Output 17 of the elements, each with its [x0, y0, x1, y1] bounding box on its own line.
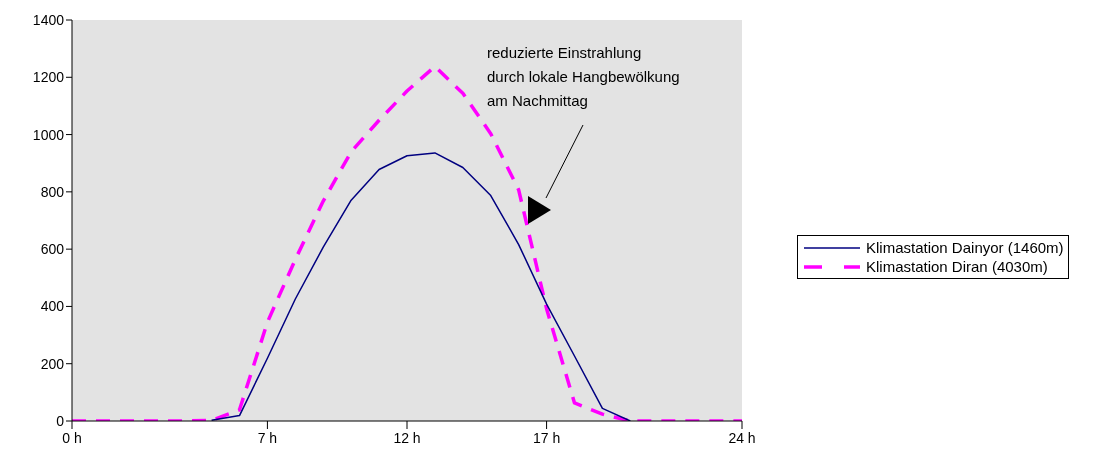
x-tick-label: 24 h: [728, 429, 756, 446]
line-series: [210, 152, 632, 421]
x-tick-label: 17 h: [532, 429, 561, 446]
y-tick-label: 1200: [32, 69, 65, 86]
legend-label: Klimastation Dainyor (1460m): [866, 239, 1064, 256]
y-tick-label: 600: [40, 241, 65, 258]
x-tick-label: 7 h: [257, 429, 278, 446]
y-tick-label: 200: [40, 355, 65, 372]
y-tick-label: 0: [56, 412, 65, 429]
x-tick-label: 12 h: [393, 429, 421, 446]
y-tick-label: 400: [40, 298, 65, 315]
y-tick-label: 1000: [32, 126, 65, 143]
y-tick-label: 800: [40, 183, 65, 200]
annotation: reduzierte Einstrahlung durch lokale Hangbewölkung am Nachmittag: [487, 43, 680, 111]
legend-label: Klimastation Diran (4030m): [866, 258, 1048, 275]
y-tick-label: 1400: [32, 11, 65, 28]
x-tick-label: 0 h: [62, 429, 82, 446]
